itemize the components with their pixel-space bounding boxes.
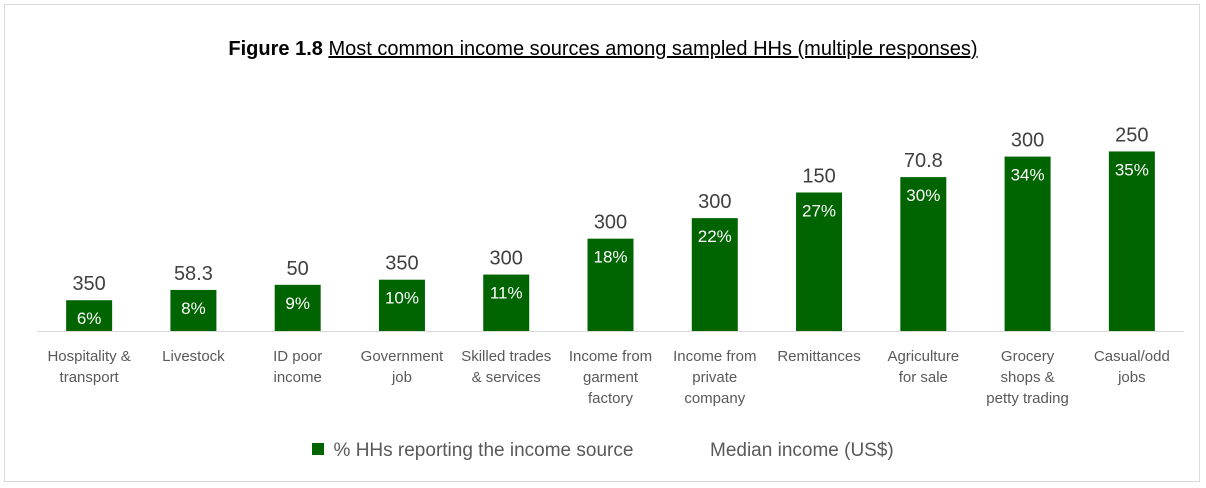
bar-9 — [900, 177, 947, 331]
category-tick-label: Agriculture — [887, 348, 959, 365]
category-tick-label: company — [684, 390, 745, 407]
category-tick-label: private — [692, 369, 737, 386]
legend-label-bars: % HHs reporting the income source — [333, 440, 634, 461]
median-income-label: 300 — [698, 191, 731, 213]
category-tick-label: for sale — [899, 369, 948, 386]
category-tick-label: Grocery — [1001, 348, 1055, 365]
bar-6 — [587, 238, 634, 331]
bar-7 — [691, 218, 738, 331]
category-tick-label: shops & — [1000, 369, 1054, 386]
bar-10 — [1004, 156, 1051, 331]
chart-legend: % HHs reporting the income source Median… — [0, 440, 1206, 462]
bar-3 — [274, 284, 321, 331]
bar-11 — [1108, 151, 1155, 331]
bar-value-label: 18% — [593, 248, 627, 267]
category-tick-label: Income from — [673, 348, 756, 365]
figure-number: Figure 1.8 — [228, 38, 323, 60]
median-income-label: 300 — [1011, 130, 1044, 152]
bar-4 — [378, 279, 425, 331]
median-income-label: 300 — [594, 212, 627, 234]
bar-value-label: 10% — [385, 289, 419, 308]
median-income-label: 350 — [72, 273, 105, 295]
category-tick-label: Government — [361, 348, 444, 365]
bar-1 — [66, 300, 113, 331]
bar-value-label: 34% — [1011, 166, 1045, 185]
chart-frame — [4, 4, 1200, 482]
median-income-label: 50 — [287, 258, 309, 280]
category-tick-label: Skilled trades — [461, 348, 551, 365]
category-tick-label: ID poor — [273, 348, 322, 365]
bar-value-label: 30% — [906, 186, 940, 205]
category-tick-label: factory — [588, 390, 634, 407]
bar-2 — [170, 289, 217, 331]
bar-value-label: 22% — [698, 227, 732, 246]
category-tick-label: petty trading — [986, 390, 1069, 407]
category-tick-label: income — [274, 369, 322, 386]
bar-8 — [796, 192, 843, 331]
figure-caption: Most common income sources among sampled… — [328, 38, 978, 60]
category-tick-label: garment — [583, 369, 639, 386]
legend-label-median: Median income (US$) — [710, 440, 894, 461]
bar-value-label: 35% — [1115, 160, 1149, 179]
legend-item-bars: % HHs reporting the income source — [312, 440, 633, 462]
category-tick-label: jobs — [1117, 369, 1146, 386]
chart-title: Figure 1.8 Most common income sources am… — [0, 38, 1206, 61]
median-income-label: 150 — [802, 165, 835, 187]
bar-chart: 6% 350 Hospitality & transport 8% 58.3 Livesto… — [37, 124, 1184, 407]
bar-value-label: 6% — [77, 309, 102, 328]
category-tick-label: Livestock — [162, 348, 225, 365]
category-tick-label: transport — [60, 369, 120, 386]
category-tick-label: Casual/odd — [1094, 348, 1170, 365]
category-tick-label: job — [391, 369, 412, 386]
median-income-label: 70.8 — [904, 150, 943, 172]
legend-swatch-bars — [312, 442, 325, 455]
category-tick-label: Income from — [569, 348, 652, 365]
legend-item-median: Median income (US$) — [710, 440, 894, 462]
median-income-label: 350 — [385, 253, 418, 275]
bar-value-label: 11% — [490, 284, 523, 303]
bar-value-label: 8% — [181, 299, 206, 318]
bar-value-label: 27% — [802, 201, 836, 220]
category-tick-label: & services — [472, 369, 541, 386]
median-income-label: 250 — [1115, 124, 1148, 146]
median-income-label: 300 — [490, 248, 523, 270]
bar-5 — [483, 274, 530, 331]
category-tick-label: Remittances — [777, 348, 860, 365]
median-income-label: 58.3 — [174, 263, 213, 285]
bar-value-label: 9% — [285, 294, 310, 313]
category-tick-label: Hospitality & — [47, 348, 130, 365]
